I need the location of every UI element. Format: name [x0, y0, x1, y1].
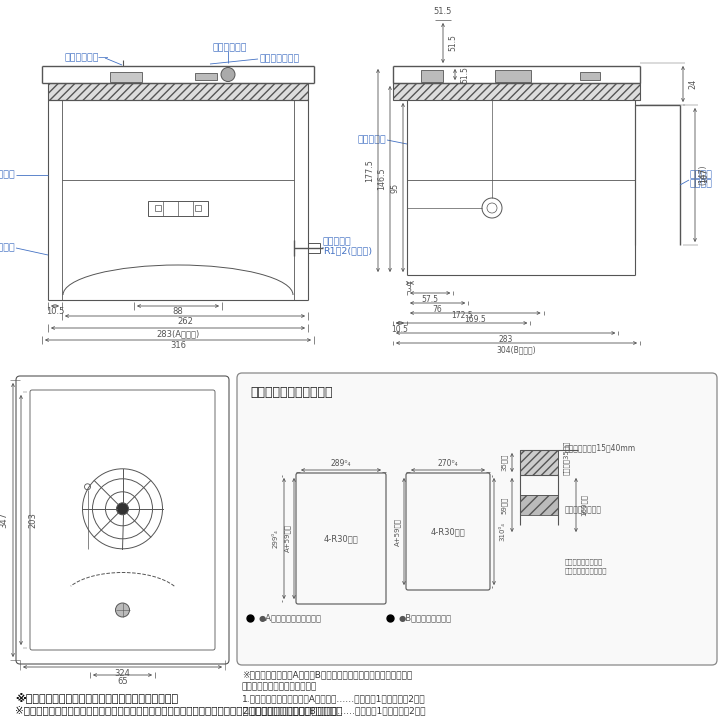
Text: 51.5: 51.5	[434, 7, 452, 17]
Text: 59以上: 59以上	[500, 496, 507, 513]
Text: 器具栓つまみ: 器具栓つまみ	[212, 43, 247, 53]
Bar	[195, 205, 201, 211]
Text: 347: 347	[0, 512, 8, 528]
Text: 24: 24	[688, 79, 697, 89]
Text: R1／2(オネジ): R1／2(オネジ)	[323, 246, 372, 256]
Text: カウンター厚み15～40mm: カウンター厚み15～40mm	[565, 444, 636, 452]
Text: 35以上: 35以上	[500, 454, 507, 471]
Bar	[421, 70, 443, 82]
Text: A+59以上: A+59以上	[395, 518, 401, 546]
FancyBboxPatch shape	[237, 373, 717, 665]
Text: アングル: アングル	[690, 179, 713, 189]
Text: 水切り部35以上: 水切り部35以上	[563, 441, 570, 474]
Bar	[520, 450, 558, 475]
Text: 283: 283	[498, 336, 513, 344]
Text: 146.5: 146.5	[377, 168, 386, 190]
Text: 本体取付: 本体取付	[690, 171, 713, 179]
Text: 57.5: 57.5	[422, 295, 438, 305]
Text: 299⁰₄: 299⁰₄	[273, 529, 279, 548]
Bar	[195, 73, 217, 80]
Text: 1.ワークトップ穴開け寸法Aタイプ　……　左右冄1ケ使用（誈2ケ）: 1.ワークトップ穴開け寸法Aタイプ …… 左右冄1ケ使用（誈2ケ）	[242, 695, 426, 703]
Text: ※本機器は防火性能評定品であり、周囲に可燃物がある場合は防火性能評定品ラベル内容に従って設置してください: ※本機器は防火性能評定品であり、周囲に可燃物がある場合は防火性能評定品ラベル内容…	[15, 705, 343, 715]
Text: 270⁰₄: 270⁰₄	[438, 459, 459, 467]
Text: 310⁰₄: 310⁰₄	[499, 522, 505, 541]
Bar	[393, 83, 640, 100]
Text: 4-R30以下: 4-R30以下	[431, 527, 465, 536]
Text: ●Aタイプ（標準穴寸法）: ●Aタイプ（標準穴寸法）	[259, 613, 322, 623]
Text: 51.5: 51.5	[460, 66, 469, 83]
Text: 電池交换サイン: 電池交换サイン	[260, 55, 300, 63]
Circle shape	[115, 603, 130, 617]
Bar	[155, 205, 161, 211]
Text: A+59以上: A+59以上	[284, 524, 291, 552]
Text: 283(Aタイプ): 283(Aタイプ)	[156, 330, 199, 338]
Text: 本体案内板: 本体案内板	[0, 171, 15, 179]
Text: 203: 203	[28, 512, 37, 528]
Text: (147): (147)	[698, 165, 708, 185]
Bar	[520, 495, 558, 515]
Text: ●Bタイプ（穴寸法）: ●Bタイプ（穴寸法）	[399, 613, 452, 623]
Bar	[308, 243, 320, 253]
Text: 95: 95	[390, 182, 399, 193]
Bar	[580, 72, 600, 80]
Text: 10.5: 10.5	[392, 325, 408, 335]
Bar	[48, 83, 308, 100]
Text: 配置されていること。: 配置されていること。	[565, 567, 608, 575]
Bar	[148, 200, 208, 215]
Text: 324: 324	[114, 670, 130, 678]
Text: ※単体設置タイプにつきオーブン接続はできません。: ※単体設置タイプにつきオーブン接続はできません。	[15, 693, 178, 703]
Text: 4-R30以下: 4-R30以下	[323, 534, 359, 543]
Text: 本体案内板の取付位置について: 本体案内板の取付位置について	[242, 683, 318, 691]
Text: ガス接続口: ガス接続口	[323, 238, 352, 246]
Text: 88: 88	[173, 307, 184, 317]
Text: 本体案内板: 本体案内板	[357, 135, 386, 145]
Text: 2.ワークトップ穴開け寸法Bタイプ　……　前後冄1ケ使用（誈2ケ）: 2.ワークトップ穴開け寸法Bタイプ …… 前後冄1ケ使用（誈2ケ）	[242, 706, 426, 716]
Text: ワークトップ穴開け寸法: ワークトップ穴開け寸法	[250, 385, 333, 398]
Text: 10.5: 10.5	[46, 307, 64, 317]
Text: 65: 65	[117, 678, 128, 686]
Bar	[495, 70, 531, 82]
Text: ※取替にあたって、AタイプBタイプのどちらでも設置が可能です。: ※取替にあたって、AタイプBタイプのどちらでも設置が可能です。	[242, 670, 413, 680]
Bar	[110, 72, 142, 82]
Text: 51.5: 51.5	[448, 35, 457, 51]
Text: 289⁰₄: 289⁰₄	[330, 459, 351, 467]
Text: 160以上: 160以上	[581, 494, 588, 516]
Text: 172.5: 172.5	[451, 312, 472, 320]
Text: 3: 3	[406, 286, 411, 294]
Text: 電池交換必要寸法: 電池交換必要寸法	[565, 505, 602, 515]
Text: 262: 262	[177, 318, 193, 326]
Text: 電池ケース: 電池ケース	[0, 243, 15, 253]
Text: 304(Bタイプ): 304(Bタイプ)	[497, 346, 536, 354]
Circle shape	[117, 503, 128, 515]
Text: 温度センサー―: 温度センサー―	[65, 53, 109, 63]
Text: 177.5: 177.5	[365, 159, 374, 182]
Circle shape	[221, 68, 235, 81]
Text: 107: 107	[700, 168, 709, 183]
Text: 169.5: 169.5	[464, 315, 486, 325]
Text: 316: 316	[170, 341, 186, 351]
Text: 電池交換出来る様に: 電池交換出来る様に	[565, 559, 603, 565]
Text: 76: 76	[433, 305, 443, 315]
